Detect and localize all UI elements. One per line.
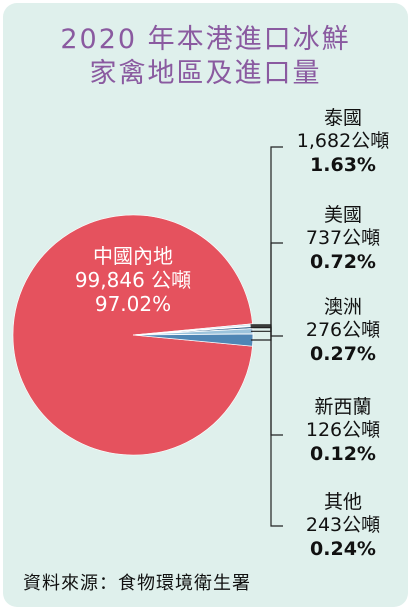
legend-name-new-zealand: 新西蘭 (314, 396, 372, 418)
chart-card: 2020 年本港進口冰鮮 家禽地區及進口量 中國內地 99,846 公噸 97.… (3, 3, 408, 607)
legend-name-australia: 澳洲 (323, 296, 362, 318)
legend-value-others: 243公噸 (305, 514, 381, 536)
legend-value-new-zealand: 126公噸 (305, 419, 381, 441)
chart-title-line-1: 2020 年本港進口冰鮮 (60, 24, 351, 55)
legend-percent-australia: 0.27% (310, 343, 376, 365)
legend-percent-usa: 0.72% (310, 251, 376, 273)
legend-name-others: 其他 (323, 491, 362, 513)
legend-australia: 澳洲 276公噸 0.27% (285, 296, 401, 367)
chart-title-line-2: 家禽地區及進口量 (89, 58, 322, 89)
leader-line-5 (250, 324, 283, 527)
leader-line-2 (250, 242, 283, 332)
slice-percent-mainland: 97.02% (94, 292, 172, 316)
legend-percent-new-zealand: 0.12% (310, 443, 376, 465)
legend-percent-thailand: 1.63% (310, 154, 376, 176)
legend-value-usa: 737公噸 (305, 227, 381, 249)
legend-value-australia: 276公噸 (305, 319, 381, 341)
pie-slice-0 (12, 214, 253, 456)
legend-name-usa: 美國 (323, 204, 362, 226)
legend-value-thailand: 1,682公噸 (296, 130, 390, 152)
slice-label-mainland: 中國內地 99,846 公噸 97.02% (48, 244, 218, 316)
leader-line-4 (250, 325, 283, 436)
legend-usa: 美國 737公噸 0.72% (285, 204, 401, 275)
legend-name-thailand: 泰國 (323, 107, 362, 129)
legend-percent-others: 0.24% (310, 538, 376, 560)
legend-new-zealand: 新西蘭 126公噸 0.12% (285, 396, 401, 467)
pie-chart (12, 146, 283, 527)
source-note: 資料來源：食物環境衛生署 (23, 573, 251, 594)
legend-others: 其他 243公噸 0.24% (285, 491, 401, 562)
legend-thailand: 泰國 1,682公噸 1.63% (285, 107, 401, 178)
slice-value-mainland: 99,846 公噸 (74, 268, 192, 292)
slice-name-mainland: 中國內地 (93, 244, 173, 268)
